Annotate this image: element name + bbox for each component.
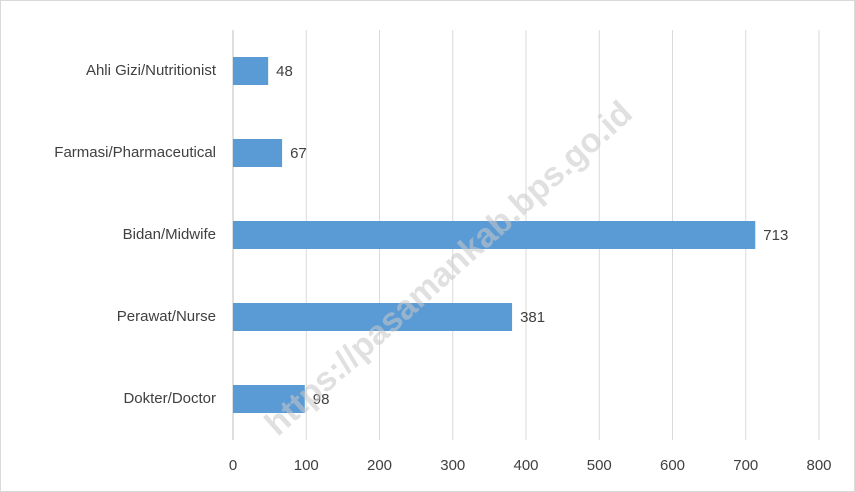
bar [233, 303, 513, 331]
y-tick-label: Dokter/Doctor [123, 390, 216, 407]
x-tick-label: 800 [806, 457, 831, 474]
x-tick-label: 0 [229, 457, 237, 474]
value-label: 381 [520, 309, 545, 326]
y-tick-label: Perawat/Nurse [117, 308, 216, 325]
y-tick-label: Bidan/Midwife [123, 226, 216, 243]
x-tick-label: 500 [587, 457, 612, 474]
bar [233, 139, 283, 167]
value-label: 713 [763, 227, 788, 244]
value-label: 98 [313, 391, 330, 408]
x-tick-label: 200 [367, 457, 392, 474]
bar [233, 385, 305, 413]
x-tick-label: 600 [660, 457, 685, 474]
value-label: 67 [290, 145, 307, 162]
bar [233, 221, 756, 249]
x-tick-label: 400 [513, 457, 538, 474]
value-label: 48 [276, 63, 293, 80]
x-tick-label: 700 [733, 457, 758, 474]
y-tick-label: Ahli Gizi/Nutritionist [86, 62, 217, 79]
x-tick-label: 300 [440, 457, 465, 474]
x-tick-label: 100 [294, 457, 319, 474]
y-tick-label: Farmasi/Pharmaceutical [54, 144, 216, 161]
bar [233, 57, 269, 85]
